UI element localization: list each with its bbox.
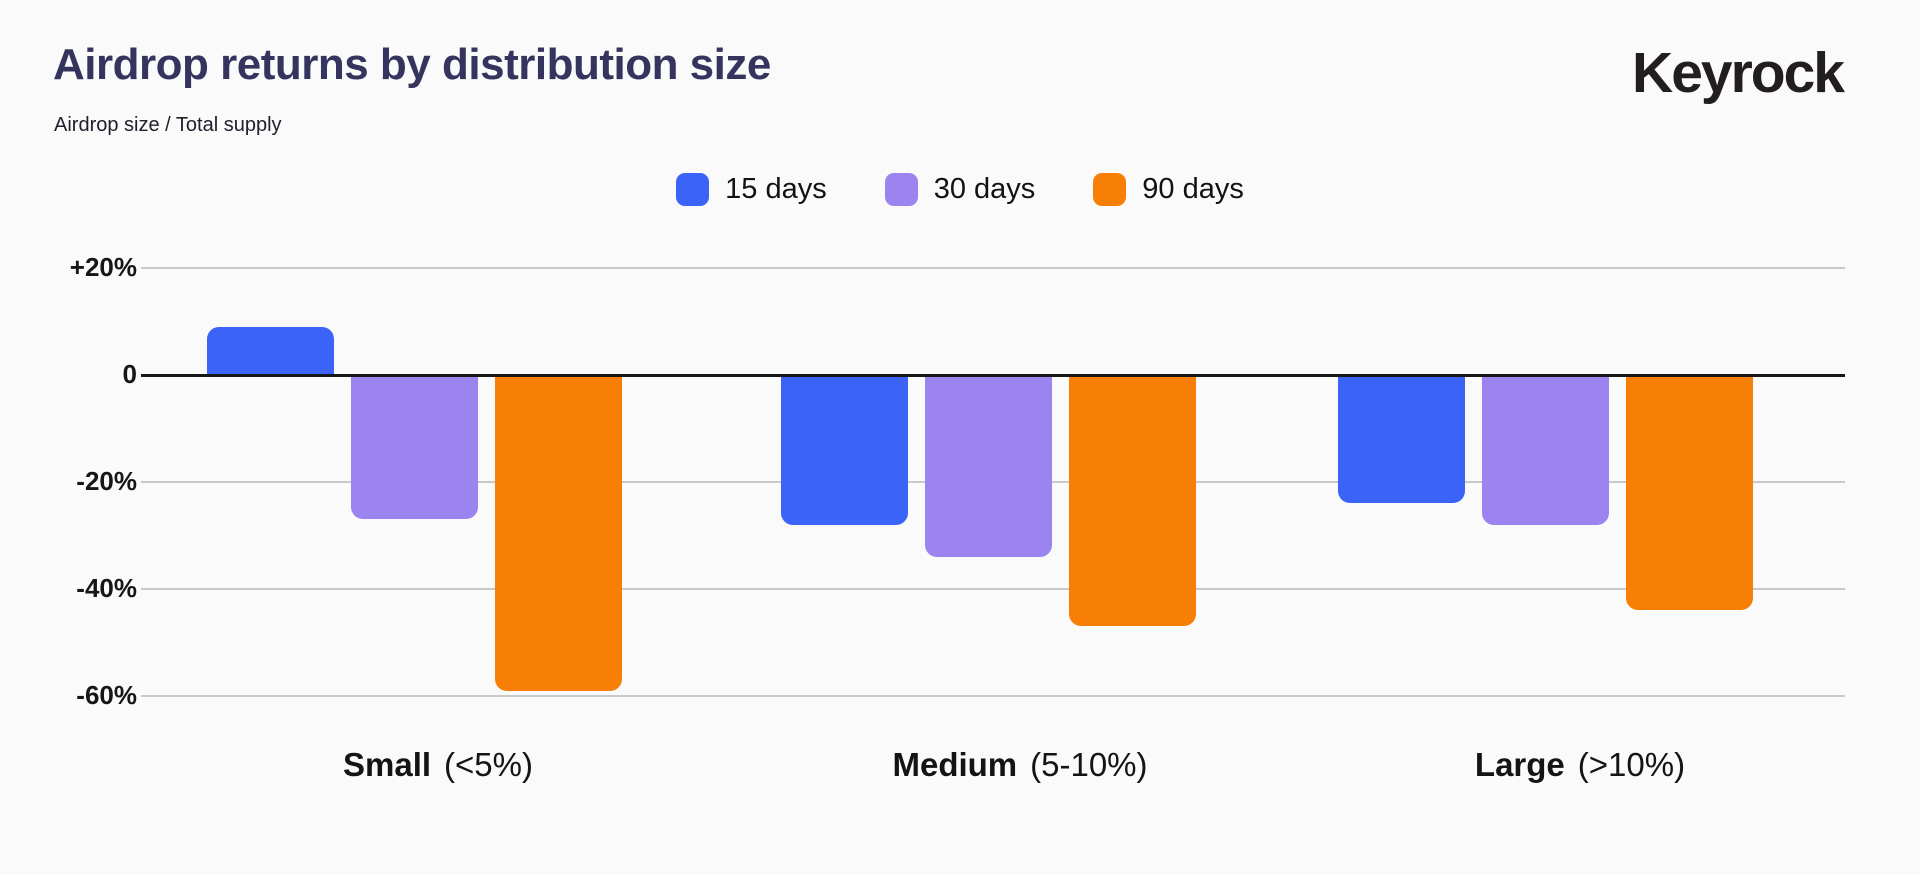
legend-item-15-days: 15 days [676,173,827,206]
category-label-large: Large (>10%) [1475,746,1685,784]
y-tick-label: 0 [122,359,137,389]
category-label-medium: Medium (5-10%) [892,746,1147,784]
category-name: Medium [892,746,1018,783]
category-label-small: Small (<5%) [343,746,533,784]
bar-small-90-days [494,375,622,691]
legend-item-90-days: 90 days [1093,173,1244,206]
legend-swatch-icon [676,173,710,206]
category-name: Small [343,746,432,783]
bar-large-90-days [1625,375,1753,611]
page-subtitle: Airdrop size / Total supply [54,114,282,136]
bar-large-15-days [1337,375,1465,504]
bar-medium-90-days [1068,375,1196,627]
category-name: Large [1474,746,1565,783]
y-tick-label: +20% [69,252,137,282]
bar-medium-30-days [924,375,1052,557]
y-tick-label: -20% [76,466,137,496]
legend-label: 90 days [1142,173,1244,205]
gridline [141,588,1845,590]
legend-label: 15 days [725,173,827,205]
category-qualifier: (5-10%) [1030,746,1148,783]
legend-label: 30 days [933,173,1036,205]
y-tick-label: -40% [76,573,137,603]
chart-legend: 15 days 30 days 90 days [0,173,1920,206]
legend-swatch-icon [1093,173,1127,206]
page-title: Airdrop returns by distribution size [53,40,771,89]
bar-large-30-days [1481,375,1609,525]
gridline [141,267,1845,269]
y-tick-label: -60% [76,680,137,710]
gridline [141,695,1845,697]
legend-item-30-days: 30 days [884,173,1036,206]
bar-medium-15-days [780,375,908,525]
category-qualifier: (<5%) [444,746,533,783]
keyrock-logo: Keyrock [1632,41,1845,105]
category-qualifier: (>10%) [1577,746,1686,783]
bar-small-30-days [350,375,478,520]
legend-swatch-icon [884,173,918,206]
bar-small-15-days [206,326,334,375]
zero-axis-line [141,373,1845,377]
